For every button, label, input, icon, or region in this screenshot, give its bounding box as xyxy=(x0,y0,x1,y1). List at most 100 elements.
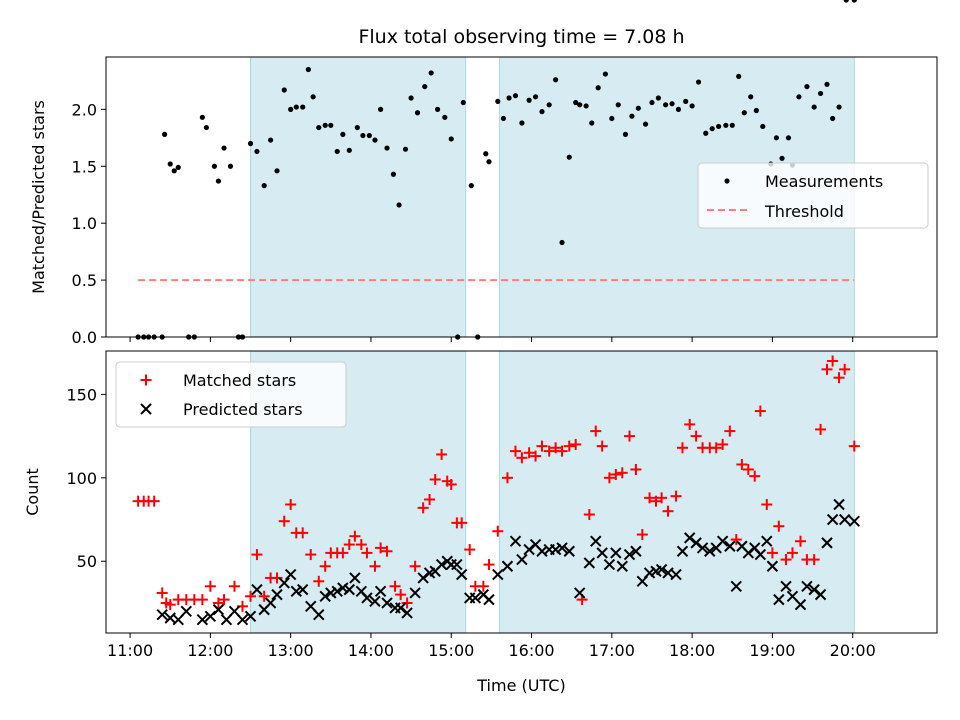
x-tick-label: 18:00 xyxy=(669,641,715,660)
matched-star-point xyxy=(833,372,845,384)
predicted-star-point xyxy=(801,580,813,592)
measurement-point xyxy=(293,104,299,110)
matched-star-point xyxy=(754,405,766,417)
predicted-star-point xyxy=(409,587,421,599)
predicted-star-point xyxy=(808,583,820,596)
measurement-point xyxy=(328,122,334,128)
matched-star-point xyxy=(724,425,736,437)
predicted-star-point xyxy=(483,593,495,606)
matched-star-point xyxy=(623,430,635,442)
x-tick-label: 17:00 xyxy=(589,641,635,660)
measurement-point xyxy=(546,102,552,108)
matched-star-point xyxy=(355,539,367,551)
predicted-star-point xyxy=(278,577,290,589)
matched-star-point xyxy=(684,418,696,430)
predicted-star-point xyxy=(325,587,337,599)
matched-star-point xyxy=(297,527,309,539)
matched-star-point xyxy=(766,547,778,559)
matched-star-point xyxy=(742,463,754,475)
predicted-star-point xyxy=(549,543,562,556)
measurement-point xyxy=(760,123,766,130)
matched-star-point xyxy=(477,580,489,592)
measurement-point xyxy=(360,132,366,139)
predicted-star-point xyxy=(616,560,628,572)
measurement-point xyxy=(261,183,267,189)
matched-star-point xyxy=(530,450,542,462)
predicted-star-point xyxy=(780,580,792,592)
predicted-star-point xyxy=(381,597,393,609)
matched-star-point xyxy=(464,544,476,556)
matched-star-point xyxy=(196,594,208,606)
measurement-point xyxy=(729,122,735,128)
predicted-star-point xyxy=(754,548,767,561)
matched-star-point xyxy=(278,515,290,527)
y-tick-label: 0.0 xyxy=(72,328,97,347)
measurement-point xyxy=(247,140,254,147)
matched-star-point xyxy=(570,438,582,450)
measurement-point xyxy=(851,0,857,3)
observing-window-shade xyxy=(250,56,467,338)
predicted-star-point xyxy=(590,535,602,547)
predicted-star-point xyxy=(349,572,361,584)
measurement-point xyxy=(354,124,360,131)
x-tick-label: 19:00 xyxy=(749,641,795,660)
ratio-panel-frame xyxy=(105,56,938,338)
matched-star-point xyxy=(636,529,648,541)
matched-star-point xyxy=(590,425,602,437)
ratio-y-axis-label: Matched/Predicted stars xyxy=(29,100,48,294)
predicted-star-point xyxy=(696,542,709,554)
measurement-point xyxy=(615,102,621,108)
predicted-star-point xyxy=(361,592,373,604)
matched-star-point xyxy=(492,525,504,537)
measurement-point xyxy=(629,113,635,119)
predicted-star-point xyxy=(623,548,636,561)
measurement-point xyxy=(804,83,810,90)
matched-star-point xyxy=(516,452,528,464)
y-tick-label: 1.5 xyxy=(72,157,97,176)
matched-star-point xyxy=(523,447,535,459)
measurement-point xyxy=(448,136,454,142)
measurement-point xyxy=(227,163,234,169)
matched-star-point xyxy=(285,499,297,511)
matched-star-point xyxy=(827,355,839,367)
measurement-point xyxy=(211,163,217,169)
measurement-point xyxy=(843,0,849,3)
x-tick-label: 14:00 xyxy=(348,641,394,660)
measurement-point xyxy=(322,122,328,128)
predicted-star-point xyxy=(563,545,575,557)
measurement-point xyxy=(683,98,689,104)
predicted-star-point xyxy=(655,563,668,576)
predicted-star-point xyxy=(794,598,807,611)
measurement-point xyxy=(408,95,414,101)
predicted-star-point xyxy=(833,498,845,511)
matched-star-point xyxy=(361,547,373,559)
matched-legend-label: Matched stars xyxy=(183,371,296,390)
predicted-star-point xyxy=(244,610,257,623)
matched-star-point xyxy=(218,594,230,606)
predicted-star-point xyxy=(435,558,448,571)
matched-star-point xyxy=(271,572,283,584)
measurement-point xyxy=(836,104,842,110)
measurement-point xyxy=(703,130,709,136)
predicted-star-point xyxy=(603,558,616,571)
matched-star-point xyxy=(616,467,628,479)
measurement-point xyxy=(340,131,346,137)
predicted-star-point xyxy=(455,568,468,581)
predicted-star-point xyxy=(297,583,309,596)
predicted-star-point xyxy=(814,588,827,601)
measurement-point xyxy=(254,148,260,155)
predicted-star-point xyxy=(676,545,689,557)
matched-star-point xyxy=(656,492,668,504)
matched-star-point xyxy=(375,542,387,554)
predicted-star-point xyxy=(848,515,861,527)
matched-star-point xyxy=(436,448,448,460)
matched-star-point xyxy=(808,554,820,566)
measurement-point xyxy=(796,94,802,100)
measurement-point xyxy=(468,183,474,189)
measurement-point xyxy=(741,110,747,116)
measurement-point xyxy=(773,135,780,141)
predicted-star-point xyxy=(670,568,682,581)
measurement-point xyxy=(346,147,352,153)
count-legend-box xyxy=(115,361,347,428)
count-panel-frame xyxy=(105,350,938,634)
